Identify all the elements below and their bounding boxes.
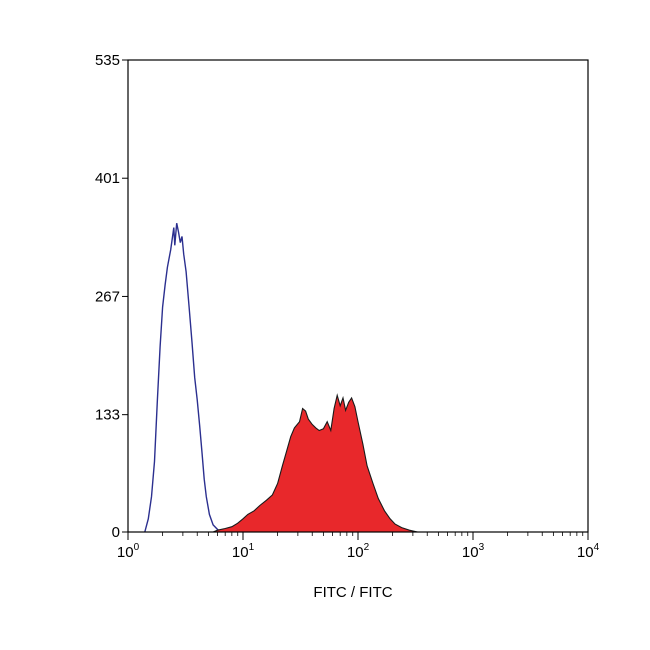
x-tick-label-0: 100 — [117, 542, 140, 561]
y-tick-label-4: 535 — [95, 52, 120, 69]
y-tick-label-0: 0 — [112, 524, 120, 541]
x-axis: 100 101 102 103 104 — [117, 532, 600, 561]
x-tick-label-4: 104 — [577, 542, 600, 561]
x-tick-exponent-1: 1 — [249, 542, 255, 553]
y-axis: 0 133 267 401 535 — [95, 52, 128, 541]
x-tick-label-3: 103 — [462, 542, 485, 561]
x-axis-title: FITC / FITC — [313, 584, 392, 601]
x-tick-exponent-0: 0 — [134, 542, 140, 553]
x-tick-exponent-4: 4 — [594, 542, 600, 553]
series-layer — [144, 223, 418, 533]
series-0-outline — [144, 223, 222, 533]
y-tick-label-3: 401 — [95, 170, 120, 187]
x-tick-label-2: 102 — [347, 542, 370, 561]
y-tick-label-1: 133 — [95, 407, 120, 424]
x-tick-exponent-3: 3 — [479, 542, 485, 553]
x-tick-exponent-2: 2 — [364, 542, 370, 553]
series-1-filled-area — [212, 393, 418, 533]
y-tick-label-2: 267 — [95, 288, 120, 305]
x-tick-label-1: 101 — [232, 542, 255, 561]
